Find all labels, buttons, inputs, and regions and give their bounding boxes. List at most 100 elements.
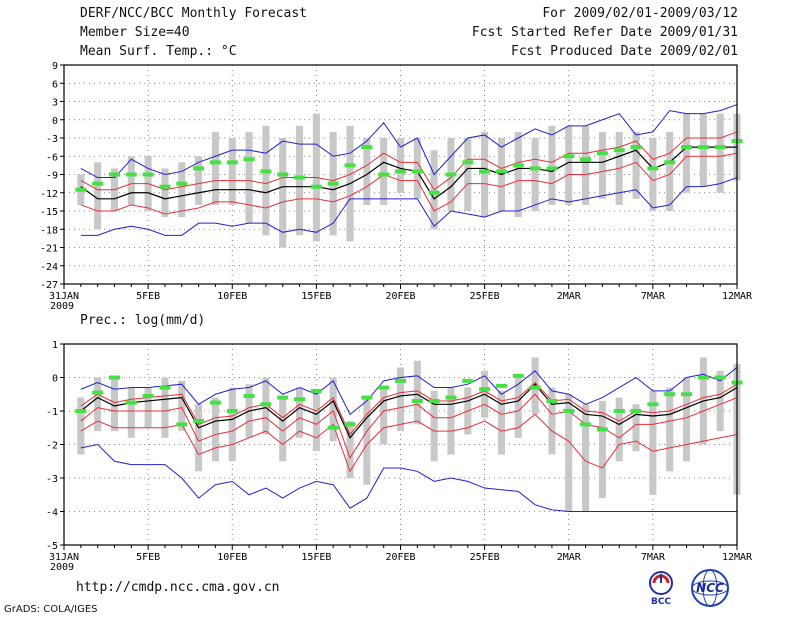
- prec-member-bar: [565, 394, 573, 512]
- temp-member-bar: [228, 138, 236, 205]
- prec-member-bar: [632, 404, 640, 452]
- temp-xtick-label: 31JAN: [49, 291, 79, 302]
- temp-ytick-label: -3: [46, 134, 58, 145]
- temp-member-bar: [396, 138, 405, 193]
- chart-title: DERF/NCC/BCC Monthly Forecast: [80, 6, 307, 21]
- temp-ytick-label: -27: [40, 280, 58, 291]
- temp-observed-marker: [142, 172, 154, 177]
- temp-observed-marker: [92, 181, 104, 186]
- temp-ytick-label: 0: [52, 116, 58, 127]
- prec-observed-marker: [226, 409, 238, 413]
- prec-ensemble-mean-line: [80, 383, 738, 439]
- temp-member-bar: [514, 131, 522, 218]
- prec-observed-marker: [327, 425, 339, 430]
- prec-xtick-label: 12MAR: [722, 552, 753, 563]
- prec-observed-marker: [462, 378, 474, 383]
- temp-observed-marker: [479, 169, 491, 174]
- prec-member-bar: [682, 377, 691, 462]
- temp-observed-marker: [176, 181, 188, 186]
- prec-member-bar: [110, 377, 119, 432]
- temp-member-bar: [582, 125, 590, 205]
- temp-observed-marker: [277, 172, 289, 177]
- prec-member-bar: [447, 387, 455, 455]
- prec-upper-inner-line: [80, 381, 738, 436]
- temp-member-bar: [94, 162, 102, 230]
- temp-ytick-label: 3: [52, 98, 58, 109]
- prec-observed-marker: [92, 390, 104, 395]
- prec-observed-marker: [512, 373, 524, 378]
- prec-member-bar: [598, 400, 606, 499]
- temp-member-bar: [211, 131, 219, 205]
- temp-member-bar: [565, 125, 573, 205]
- temp-member-bar: [548, 125, 556, 205]
- precipitation-panel-title: Prec.: log(mm/d): [80, 313, 205, 328]
- temp-member-bar: [127, 156, 135, 205]
- prec-observed-marker: [108, 375, 120, 380]
- temp-member-bar: [481, 131, 489, 218]
- temp-member-bar: [161, 168, 169, 218]
- prec-member-bar: [211, 397, 219, 462]
- temp-observed-marker: [361, 145, 373, 150]
- temp-observed-marker: [209, 160, 221, 165]
- temp-member-bar: [682, 113, 691, 193]
- prec-member-bar: [77, 397, 85, 455]
- prec-member-bar: [228, 387, 236, 462]
- temp-member-bar: [464, 138, 472, 211]
- temp-ytick-label: -18: [40, 225, 58, 236]
- temp-observed-marker: [378, 172, 390, 177]
- temp-observed-marker: [260, 169, 272, 174]
- prec-observed-marker: [361, 395, 373, 400]
- prec-xtick-label: 15FEB: [301, 552, 331, 563]
- temp-observed-marker: [226, 160, 238, 165]
- temp-year-label: 2009: [50, 301, 74, 312]
- prec-member-bar: [413, 360, 421, 425]
- temp-upper-outer-line: [80, 104, 738, 179]
- prec-observed-marker: [647, 402, 659, 407]
- temp-member-bar: [380, 138, 388, 205]
- prec-observed-marker: [294, 397, 306, 402]
- temp-member-bar: [699, 113, 707, 187]
- prec-member-bar: [346, 421, 354, 478]
- temp-observed-marker: [664, 160, 676, 165]
- temp-observed-marker: [344, 163, 356, 168]
- temp-ytick-label: -9: [46, 171, 58, 182]
- prec-observed-marker: [411, 398, 423, 403]
- prec-observed-marker: [697, 375, 709, 380]
- temp-observed-marker: [411, 169, 423, 174]
- temp-observed-marker: [512, 163, 524, 168]
- temp-member-bar: [413, 138, 421, 199]
- prec-observed-marker: [243, 393, 255, 398]
- temp-observed-marker: [580, 157, 592, 162]
- prec-member-bar: [430, 390, 438, 462]
- temp-xtick-label: 5FEB: [136, 291, 160, 302]
- temp-ytick-label: 6: [52, 79, 58, 90]
- prec-xtick-label: 5FEB: [136, 552, 160, 563]
- prec-xtick-label: 31JAN: [49, 552, 79, 563]
- website-url[interactable]: http://cmdp.ncc.cma.gov.cn: [76, 580, 280, 595]
- prec-observed-marker: [260, 402, 272, 407]
- prec-member-bar: [363, 397, 371, 485]
- prec-lower-red-line: [80, 413, 738, 473]
- prec-observed-marker: [681, 392, 693, 397]
- prec-member-bar: [716, 370, 724, 432]
- prec-observed-marker: [546, 398, 558, 403]
- prec-member-bar: [497, 390, 505, 455]
- temp-lower-outer-line: [80, 177, 738, 236]
- prec-observed-marker: [125, 400, 137, 405]
- prec-member-bar: [312, 390, 320, 452]
- temp-lower-inner-line: [80, 152, 738, 215]
- temp-xtick-label: 7MAR: [641, 291, 666, 302]
- bcc-logo-text: BCC: [651, 597, 671, 606]
- prec-member-bar: [296, 387, 304, 438]
- prec-observed-marker: [495, 383, 507, 388]
- prec-ytick-label: -2: [46, 441, 58, 452]
- temp-member-bar: [716, 113, 724, 193]
- temp-observed-marker: [714, 145, 726, 150]
- temp-observed-marker: [159, 184, 171, 189]
- temp-ytick-label: -21: [40, 244, 58, 255]
- prec-member-bar: [615, 397, 623, 462]
- temp-member-bar: [632, 131, 640, 199]
- prec-lower-inner-line: [80, 393, 738, 460]
- member-size: Member Size=40: [80, 25, 190, 40]
- prec-observed-marker: [159, 385, 171, 390]
